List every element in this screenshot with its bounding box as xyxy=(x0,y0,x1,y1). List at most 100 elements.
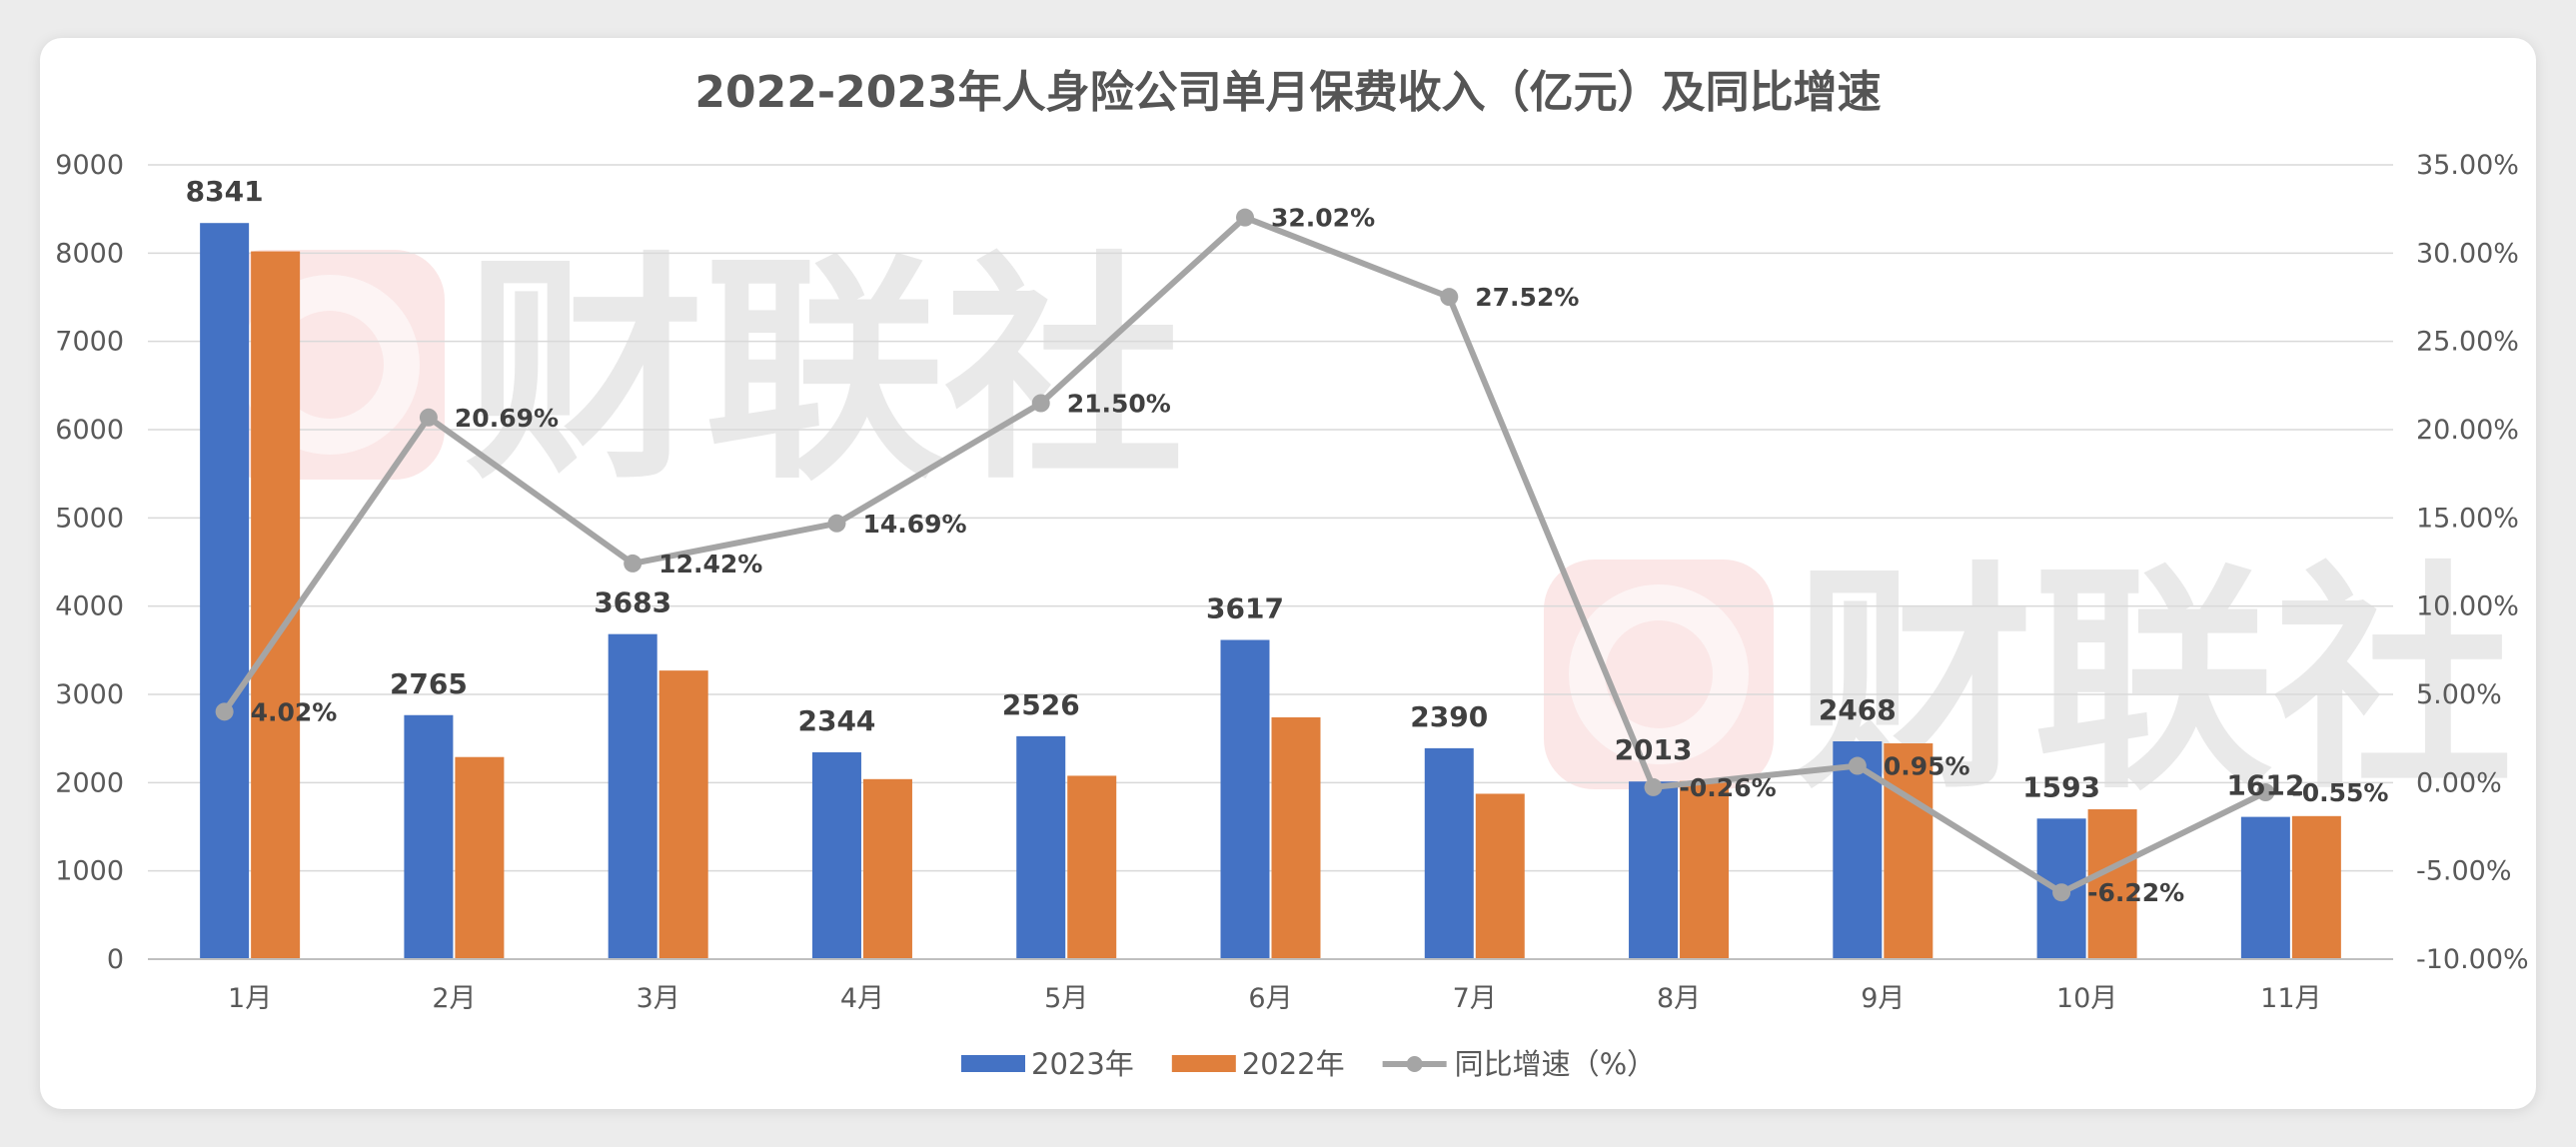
bar-2022年-5月 xyxy=(1067,775,1117,959)
x-tick-label: 6月 xyxy=(1248,983,1292,1014)
y-right-tick-label: 5.00% xyxy=(2416,679,2502,710)
bar-value-label: 2468 xyxy=(1819,693,1897,726)
growth-point xyxy=(419,408,438,427)
growth-value-label: -6.22% xyxy=(2087,878,2184,907)
y-right-tick-label: -10.00% xyxy=(2416,944,2529,975)
bar-2022年-7月 xyxy=(1475,793,1525,959)
watermark-text: 财联社 xyxy=(465,232,1184,512)
watermark-logo-ring xyxy=(1569,584,1749,764)
bar-2023年-1月 xyxy=(200,223,250,959)
growth-point xyxy=(624,554,643,573)
x-tick-label: 4月 xyxy=(840,983,884,1014)
bar-value-label: 1612 xyxy=(2226,769,2304,802)
x-tick-label: 10月 xyxy=(2056,983,2117,1014)
growth-value-label: -0.26% xyxy=(1680,773,1777,802)
y-right-tick-label: 30.00% xyxy=(2416,238,2519,269)
growth-point xyxy=(1236,208,1254,227)
bar-2023年-2月 xyxy=(404,714,454,959)
axes: 0 -10.00% 1000 -5.00% 2000 0.00% 3000 5.00% 4000… xyxy=(55,150,2528,1014)
legend-item-同比增速（%）: 同比增速（%） xyxy=(1382,1047,1657,1081)
y-right-tick-label: 0.00% xyxy=(2416,767,2502,798)
y-left-tick-label: 4000 xyxy=(55,591,124,622)
growth-value-label: 14.69% xyxy=(862,510,966,539)
legend-item-2022年: 2022年 xyxy=(1171,1047,1345,1081)
x-tick-label: 1月 xyxy=(228,983,272,1014)
bar-2023年-11月 xyxy=(2240,816,2290,959)
bar-value-label: 3683 xyxy=(594,586,671,619)
bar-2023年-6月 xyxy=(1220,639,1270,959)
legend: 2023年 2022年 同比增速（%） xyxy=(961,1047,1656,1081)
growth-value-label: 32.02% xyxy=(1271,204,1375,233)
bar-value-label: 8341 xyxy=(186,175,264,208)
y-right-tick-label: 25.00% xyxy=(2416,327,2519,358)
legend-item-2023年: 2023年 xyxy=(961,1047,1134,1081)
growth-point xyxy=(2052,883,2071,902)
x-tick-label: 3月 xyxy=(637,983,680,1014)
bar-value-label: 2013 xyxy=(1615,733,1693,766)
grid-lines xyxy=(148,164,2393,872)
x-tick-label: 11月 xyxy=(2260,983,2321,1014)
x-tick-label: 8月 xyxy=(1657,983,1701,1014)
y-left-tick-label: 1000 xyxy=(55,856,124,887)
bar-value-label: 2344 xyxy=(797,704,875,737)
y-right-tick-label: 10.00% xyxy=(2416,591,2519,622)
y-right-tick-label: 20.00% xyxy=(2416,415,2519,446)
growth-value-label: 20.69% xyxy=(455,404,559,433)
legend-swatch xyxy=(1171,1055,1236,1072)
x-tick-label: 5月 xyxy=(1044,983,1088,1014)
bar-2023年-5月 xyxy=(1016,735,1066,959)
bar-2022年-9月 xyxy=(1884,743,1933,959)
bar-value-label: 2765 xyxy=(390,667,468,700)
legend-swatch-dot xyxy=(1406,1056,1423,1072)
bar-2022年-6月 xyxy=(1271,716,1321,959)
bar-value-label: 2526 xyxy=(1002,688,1080,721)
growth-line xyxy=(215,208,2275,902)
legend-label: 2023年 xyxy=(1031,1047,1134,1081)
bar-2023年-3月 xyxy=(608,633,657,959)
growth-point xyxy=(215,702,234,721)
y-left-tick-label: 5000 xyxy=(55,503,124,534)
y-left-tick-label: 3000 xyxy=(55,679,124,710)
growth-value-label: 4.02% xyxy=(251,697,338,726)
bar-2022年-1月 xyxy=(251,251,301,960)
legend-label: 同比增速（%） xyxy=(1455,1047,1657,1081)
bar-value-label: 3617 xyxy=(1206,591,1284,624)
growth-value-label: 21.50% xyxy=(1067,390,1171,419)
growth-value-label: 12.42% xyxy=(658,550,762,578)
y-left-tick-label: 9000 xyxy=(55,150,124,181)
y-right-tick-label: 35.00% xyxy=(2416,150,2519,181)
bar-2022年-10月 xyxy=(2087,809,2137,959)
chart-title: 2022-2023年人身险公司单月保费收入（亿元）及同比增速 xyxy=(694,67,1881,118)
bar-value-label: 1593 xyxy=(2022,770,2100,803)
growth-point xyxy=(1440,288,1459,307)
y-left-tick-label: 2000 xyxy=(55,767,124,798)
growth-point xyxy=(2256,783,2275,802)
bar-2022年-11月 xyxy=(2291,815,2341,959)
bars xyxy=(200,223,2341,960)
growth-value-label: 0.95% xyxy=(1884,752,1970,781)
x-tick-label: 2月 xyxy=(432,983,476,1014)
watermark-1: 财联社 xyxy=(215,232,1184,512)
growth-point xyxy=(1848,756,1867,775)
bar-2023年-8月 xyxy=(1629,781,1679,959)
growth-value-label: -0.55% xyxy=(2291,778,2388,807)
x-tick-label: 7月 xyxy=(1453,983,1497,1014)
bar-2022年-2月 xyxy=(455,756,505,959)
growth-point xyxy=(827,514,846,533)
y-right-tick-label: -5.00% xyxy=(2416,856,2512,887)
bar-2022年-8月 xyxy=(1680,780,1730,959)
growth-point xyxy=(1031,394,1050,413)
legend-swatch xyxy=(961,1055,1025,1072)
y-left-tick-label: 0 xyxy=(107,944,124,975)
y-left-tick-label: 8000 xyxy=(55,238,124,269)
y-left-tick-label: 7000 xyxy=(55,327,124,358)
growth-point xyxy=(1644,777,1663,796)
bar-2022年-3月 xyxy=(658,670,708,959)
data-labels: 8341 2765 3683 2344 2526 3617 2390 2013 2468 1593… xyxy=(186,175,2389,907)
y-left-tick-label: 6000 xyxy=(55,415,124,446)
bar-value-label: 2390 xyxy=(1410,700,1488,733)
growth-value-label: 27.52% xyxy=(1475,283,1579,312)
legend-label: 2022年 xyxy=(1242,1047,1345,1081)
